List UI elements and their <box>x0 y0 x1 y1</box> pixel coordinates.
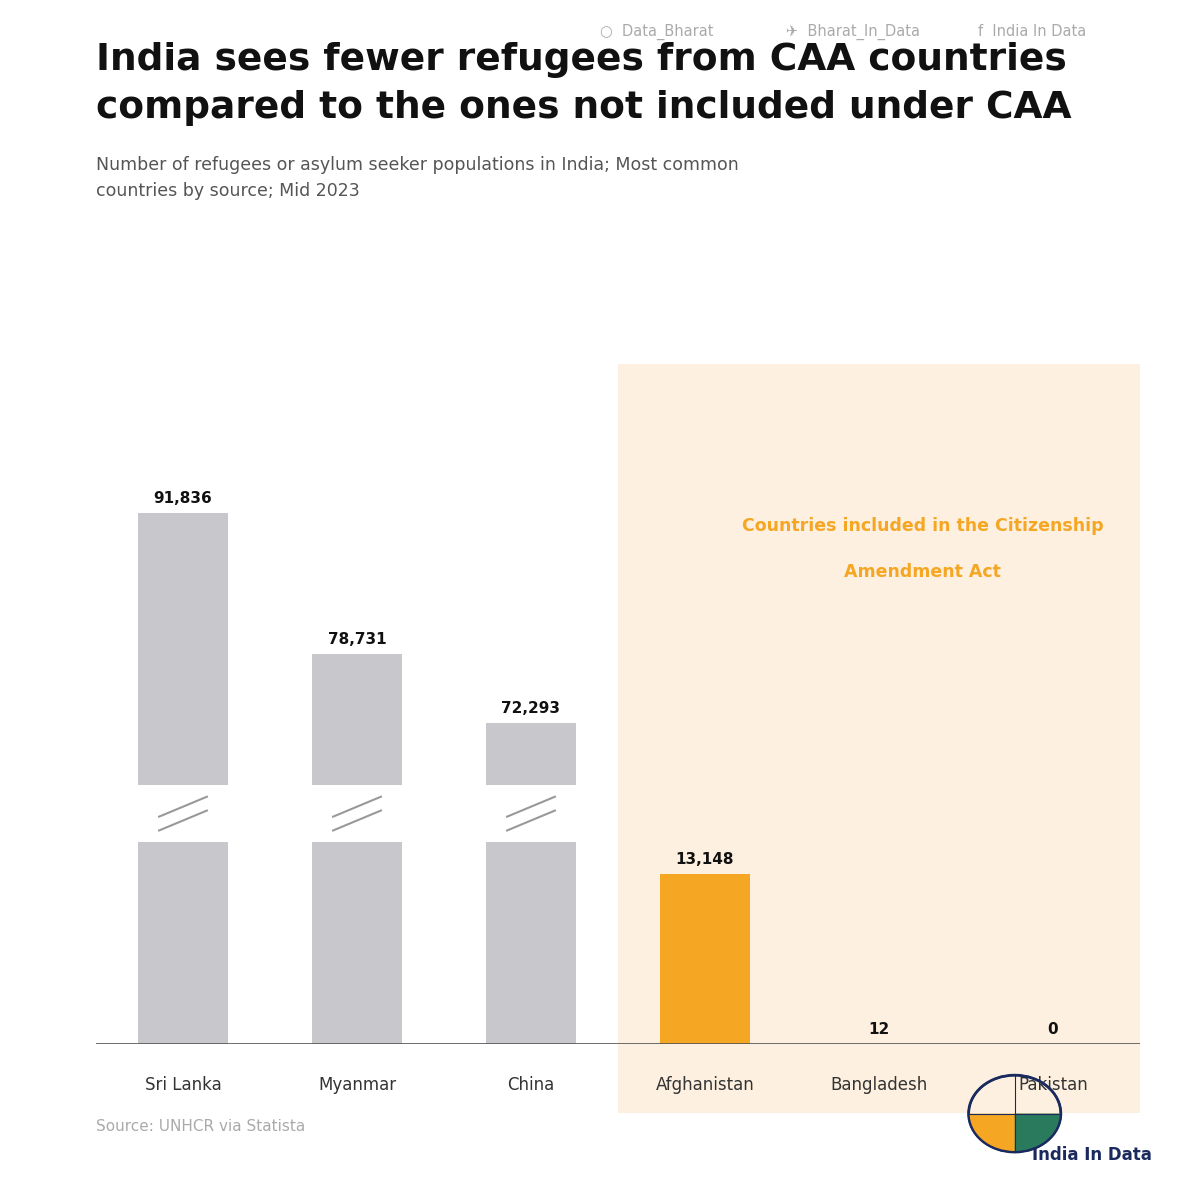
Text: Source: UNHCR via Statista: Source: UNHCR via Statista <box>96 1118 305 1134</box>
Text: China: China <box>508 1075 554 1093</box>
Bar <box>138 785 228 842</box>
Text: ○  Data_Bharat: ○ Data_Bharat <box>600 24 714 41</box>
Text: Countries included in the Citizenship: Countries included in the Citizenship <box>742 516 1103 535</box>
Text: 72,293: 72,293 <box>502 701 560 716</box>
Text: Amendment Act: Amendment Act <box>844 563 1001 581</box>
Text: countries by source; Mid 2023: countries by source; Mid 2023 <box>96 182 360 200</box>
Text: 78,731: 78,731 <box>328 631 386 647</box>
Text: 0: 0 <box>1048 1022 1058 1037</box>
Text: compared to the ones not included under CAA: compared to the ones not included under … <box>96 90 1072 126</box>
Text: Myanmar: Myanmar <box>318 1075 396 1093</box>
Text: Pakistan: Pakistan <box>1018 1075 1088 1093</box>
Text: Sri Lanka: Sri Lanka <box>145 1075 221 1093</box>
Bar <box>486 785 576 842</box>
Bar <box>618 365 1140 1114</box>
Text: India In Data: India In Data <box>1032 1146 1152 1164</box>
Wedge shape <box>1015 1114 1061 1152</box>
Text: ✈  Bharat_In_Data: ✈ Bharat_In_Data <box>786 24 920 41</box>
Text: Afghanistan: Afghanistan <box>655 1075 755 1093</box>
Text: India sees fewer refugees from CAA countries: India sees fewer refugees from CAA count… <box>96 42 1067 78</box>
Text: Number of refugees or asylum seeker populations in India; Most common: Number of refugees or asylum seeker popu… <box>96 156 739 174</box>
Text: f  India In Data: f India In Data <box>978 24 1086 38</box>
Bar <box>312 785 402 842</box>
Bar <box>486 722 576 1044</box>
Bar <box>660 874 750 1044</box>
Text: 12: 12 <box>869 1022 889 1037</box>
Bar <box>312 654 402 1044</box>
Text: Bangladesh: Bangladesh <box>830 1075 928 1093</box>
Text: 13,148: 13,148 <box>676 852 734 866</box>
Wedge shape <box>968 1114 1061 1152</box>
Bar <box>138 512 228 1044</box>
Text: 91,836: 91,836 <box>154 491 212 506</box>
